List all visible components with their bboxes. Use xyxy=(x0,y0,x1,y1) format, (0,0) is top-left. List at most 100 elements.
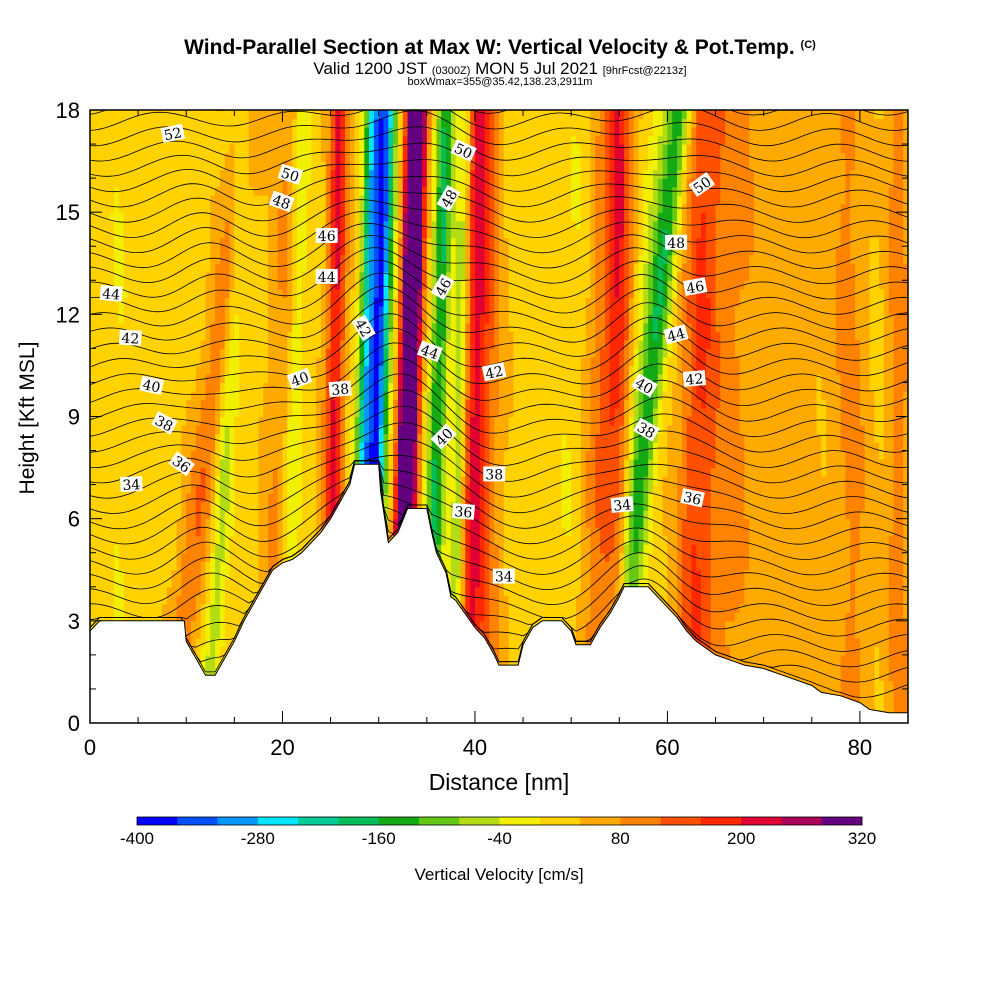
field-cell xyxy=(503,595,510,605)
field-cell xyxy=(224,110,231,120)
field-cell xyxy=(513,425,519,435)
field-cell xyxy=(412,229,418,239)
field-cell xyxy=(301,220,308,230)
field-cell xyxy=(171,527,178,537)
field-cell xyxy=(340,314,346,324)
field-cell xyxy=(417,399,423,409)
field-cell xyxy=(508,348,515,358)
field-cell xyxy=(263,527,269,537)
field-cell xyxy=(99,433,106,443)
field-cell xyxy=(104,169,110,179)
field-cell xyxy=(364,365,370,375)
field-cell xyxy=(335,459,341,469)
field-cell xyxy=(325,510,332,520)
field-cell xyxy=(306,229,312,239)
field-cell xyxy=(229,416,235,426)
field-cell xyxy=(460,569,466,579)
field-cell xyxy=(369,433,375,443)
field-cell xyxy=(210,493,216,503)
field-cell xyxy=(109,518,115,528)
field-cell xyxy=(455,578,462,588)
field-cell xyxy=(118,425,125,435)
field-cell xyxy=(330,348,336,358)
field-cell xyxy=(195,348,202,358)
field-cell xyxy=(99,348,106,358)
field-cell xyxy=(263,407,269,418)
field-cell xyxy=(479,127,486,137)
field-cell xyxy=(484,459,490,469)
field-cell xyxy=(171,144,178,154)
field-cell xyxy=(166,467,173,477)
field-cell xyxy=(234,425,240,435)
field-cell xyxy=(296,356,303,367)
field-cell xyxy=(277,186,284,196)
field-cell xyxy=(455,280,462,290)
field-cell xyxy=(166,484,173,494)
field-cell xyxy=(373,382,380,392)
field-cell xyxy=(282,135,288,145)
field-cell xyxy=(138,603,144,613)
field-cell xyxy=(248,144,255,154)
field-cell xyxy=(306,501,312,511)
field-cell xyxy=(436,373,442,384)
field-cell xyxy=(489,212,495,222)
field-cell xyxy=(489,127,495,137)
field-cell xyxy=(224,442,231,452)
field-cell xyxy=(272,178,279,188)
field-cell xyxy=(349,442,356,452)
field-cell xyxy=(229,118,235,128)
field-cell xyxy=(99,373,106,384)
field-cell xyxy=(114,271,120,281)
field-cell xyxy=(397,356,404,367)
field-cell xyxy=(258,127,264,137)
field-cell xyxy=(210,433,216,443)
field-cell xyxy=(455,382,462,392)
field-cell xyxy=(94,212,101,222)
field-cell xyxy=(402,365,409,375)
field-cell xyxy=(301,501,308,511)
field-cell xyxy=(282,220,288,230)
field-cell xyxy=(210,178,216,188)
field-cell xyxy=(243,484,250,494)
field-cell xyxy=(426,467,433,477)
field-cell xyxy=(417,450,423,460)
field-cell xyxy=(383,356,389,367)
field-cell xyxy=(109,569,115,579)
field-cell xyxy=(90,195,96,205)
field-cell xyxy=(166,476,173,486)
field-cell xyxy=(152,178,158,188)
field-cell xyxy=(484,127,490,137)
field-cell xyxy=(99,254,106,264)
field-cell xyxy=(176,544,183,554)
field-cell xyxy=(109,390,115,401)
field-cell xyxy=(215,339,221,349)
field-cell xyxy=(489,637,495,647)
field-cell xyxy=(248,476,255,486)
field-cell xyxy=(133,203,139,213)
field-cell xyxy=(277,339,284,349)
field-cell xyxy=(479,518,486,528)
field-cell xyxy=(388,135,394,145)
field-cell xyxy=(109,118,115,128)
field-cell xyxy=(354,365,361,375)
field-cell xyxy=(109,561,115,571)
field-cell xyxy=(195,527,202,537)
field-cell xyxy=(243,348,250,358)
field-cell xyxy=(219,535,226,545)
field-cell xyxy=(282,518,288,528)
field-cell xyxy=(292,450,298,460)
field-cell xyxy=(133,263,139,273)
field-cell xyxy=(162,161,168,171)
field-cell xyxy=(465,450,471,460)
field-cell xyxy=(330,195,336,205)
field-cell xyxy=(484,280,490,290)
field-cell xyxy=(364,161,370,171)
field-cell xyxy=(224,365,231,375)
field-cell xyxy=(388,297,394,307)
field-cell xyxy=(128,561,134,571)
field-cell xyxy=(138,595,144,605)
field-cell xyxy=(422,459,428,469)
field-cell xyxy=(417,305,423,315)
field-cell xyxy=(243,382,250,392)
field-cell xyxy=(224,476,231,486)
